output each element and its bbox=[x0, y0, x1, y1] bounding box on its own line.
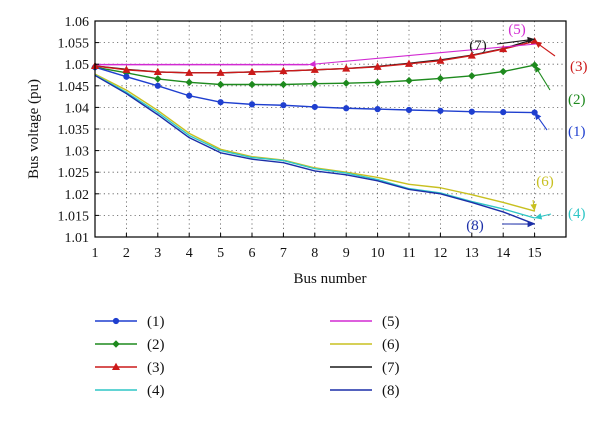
annotation-arrowhead bbox=[535, 213, 543, 219]
legend-item-8: (8) bbox=[330, 383, 400, 399]
annotation-arrowhead bbox=[535, 113, 542, 121]
data-point bbox=[343, 80, 349, 86]
y-tick-label: 1.01 bbox=[65, 231, 90, 246]
series-6 bbox=[95, 74, 535, 211]
y-tick-label: 1.045 bbox=[58, 80, 90, 95]
data-point bbox=[155, 76, 161, 82]
legend-marker bbox=[113, 318, 118, 323]
x-tick-label: 12 bbox=[433, 246, 447, 261]
y-tick-label: 1.055 bbox=[58, 37, 90, 52]
data-point bbox=[124, 74, 129, 79]
annotation-label: (6) bbox=[536, 174, 554, 190]
legend-label: (3) bbox=[147, 360, 165, 376]
series-line bbox=[95, 74, 535, 211]
annotation-5: (5) bbox=[309, 22, 536, 67]
y-tick-label: 1.04 bbox=[65, 101, 90, 116]
x-tick-label: 8 bbox=[311, 246, 318, 261]
legend-item-4: (4) bbox=[95, 383, 165, 399]
annotation-label: (3) bbox=[570, 59, 588, 75]
annotation-label: (2) bbox=[568, 92, 586, 108]
annotation-label: (1) bbox=[568, 124, 586, 140]
y-tick-label: 1.06 bbox=[65, 15, 90, 30]
x-tick-label: 9 bbox=[343, 246, 350, 261]
legend-item-2: (2) bbox=[95, 337, 165, 353]
data-point bbox=[312, 81, 318, 87]
legend-label: (4) bbox=[147, 383, 165, 399]
data-point bbox=[375, 107, 380, 112]
data-point bbox=[218, 100, 223, 105]
data-point bbox=[187, 93, 192, 98]
legend-item-7: (7) bbox=[330, 360, 400, 376]
legend: (1) (2) (3) (4) (5) (6) (7) (8) bbox=[95, 314, 400, 399]
data-point bbox=[218, 82, 224, 88]
data-point bbox=[469, 73, 475, 79]
legend-item-3: (3) bbox=[95, 360, 165, 376]
x-tick-label: 1 bbox=[92, 246, 99, 261]
legend-label: (5) bbox=[382, 314, 400, 330]
annotation-arrowhead bbox=[535, 65, 541, 73]
grid-layer bbox=[95, 21, 566, 237]
annotation-arrowhead bbox=[535, 41, 543, 48]
data-point bbox=[469, 109, 474, 114]
x-tick-label: 13 bbox=[465, 246, 479, 261]
data-point bbox=[406, 107, 411, 112]
annotation-4: (4) bbox=[535, 206, 586, 222]
data-point bbox=[406, 78, 412, 84]
data-point bbox=[500, 69, 506, 75]
legend-marker bbox=[113, 341, 119, 347]
x-tick-label: 3 bbox=[154, 246, 161, 261]
data-point bbox=[438, 108, 443, 113]
data-point bbox=[437, 75, 443, 81]
x-tick-label: 5 bbox=[217, 246, 224, 261]
data-point bbox=[249, 102, 254, 107]
y-tick-label: 1.05 bbox=[65, 58, 90, 73]
annotation-arrowhead bbox=[528, 221, 535, 227]
x-tick-label: 11 bbox=[402, 246, 415, 261]
x-tick-label: 14 bbox=[496, 246, 510, 261]
annotation-6: (6) bbox=[530, 174, 553, 211]
data-point bbox=[186, 79, 192, 85]
y-axis-title: Bus voltage (pu) bbox=[26, 79, 42, 179]
x-tick-label: 10 bbox=[371, 246, 385, 261]
y-tick-label: 1.015 bbox=[58, 209, 90, 224]
x-tick-label: 15 bbox=[528, 246, 542, 261]
legend-item-5: (5) bbox=[330, 314, 400, 330]
legend-label: (1) bbox=[147, 314, 165, 330]
x-axis-title: Bus number bbox=[294, 271, 367, 287]
annotation-label: (5) bbox=[508, 22, 526, 38]
x-tick-label: 7 bbox=[280, 246, 287, 261]
x-tick-label: 4 bbox=[186, 246, 193, 261]
legend-item-1: (1) bbox=[95, 314, 165, 330]
data-point bbox=[249, 82, 255, 88]
annotation-label: (7) bbox=[469, 38, 487, 54]
annotation-1: (1) bbox=[535, 113, 586, 140]
y-tick-label: 1.02 bbox=[65, 188, 90, 203]
y-tick-label: 1.03 bbox=[65, 145, 90, 160]
legend-label: (7) bbox=[382, 360, 400, 376]
legend-label: (8) bbox=[382, 383, 400, 399]
x-tick-label: 6 bbox=[249, 246, 256, 261]
y-tick-label: 1.025 bbox=[58, 166, 90, 181]
x-tick-label: 2 bbox=[123, 246, 130, 261]
legend-label: (2) bbox=[147, 337, 165, 353]
data-point bbox=[280, 82, 286, 88]
y-tick-label: 1.035 bbox=[58, 123, 90, 138]
data-point bbox=[375, 79, 381, 85]
legend-label: (6) bbox=[382, 337, 400, 353]
data-point bbox=[281, 103, 286, 108]
annotation-label: (8) bbox=[466, 218, 484, 234]
data-point bbox=[501, 110, 506, 115]
annotation-layer: (1) (2) (3) (4) (5) (6) (7) (8) bbox=[309, 22, 588, 234]
data-point bbox=[312, 104, 317, 109]
legend-item-6: (6) bbox=[330, 337, 400, 353]
data-point bbox=[344, 106, 349, 111]
annotation-3: (3) bbox=[535, 41, 588, 75]
annotation-label: (4) bbox=[568, 206, 586, 222]
data-point bbox=[155, 83, 160, 88]
